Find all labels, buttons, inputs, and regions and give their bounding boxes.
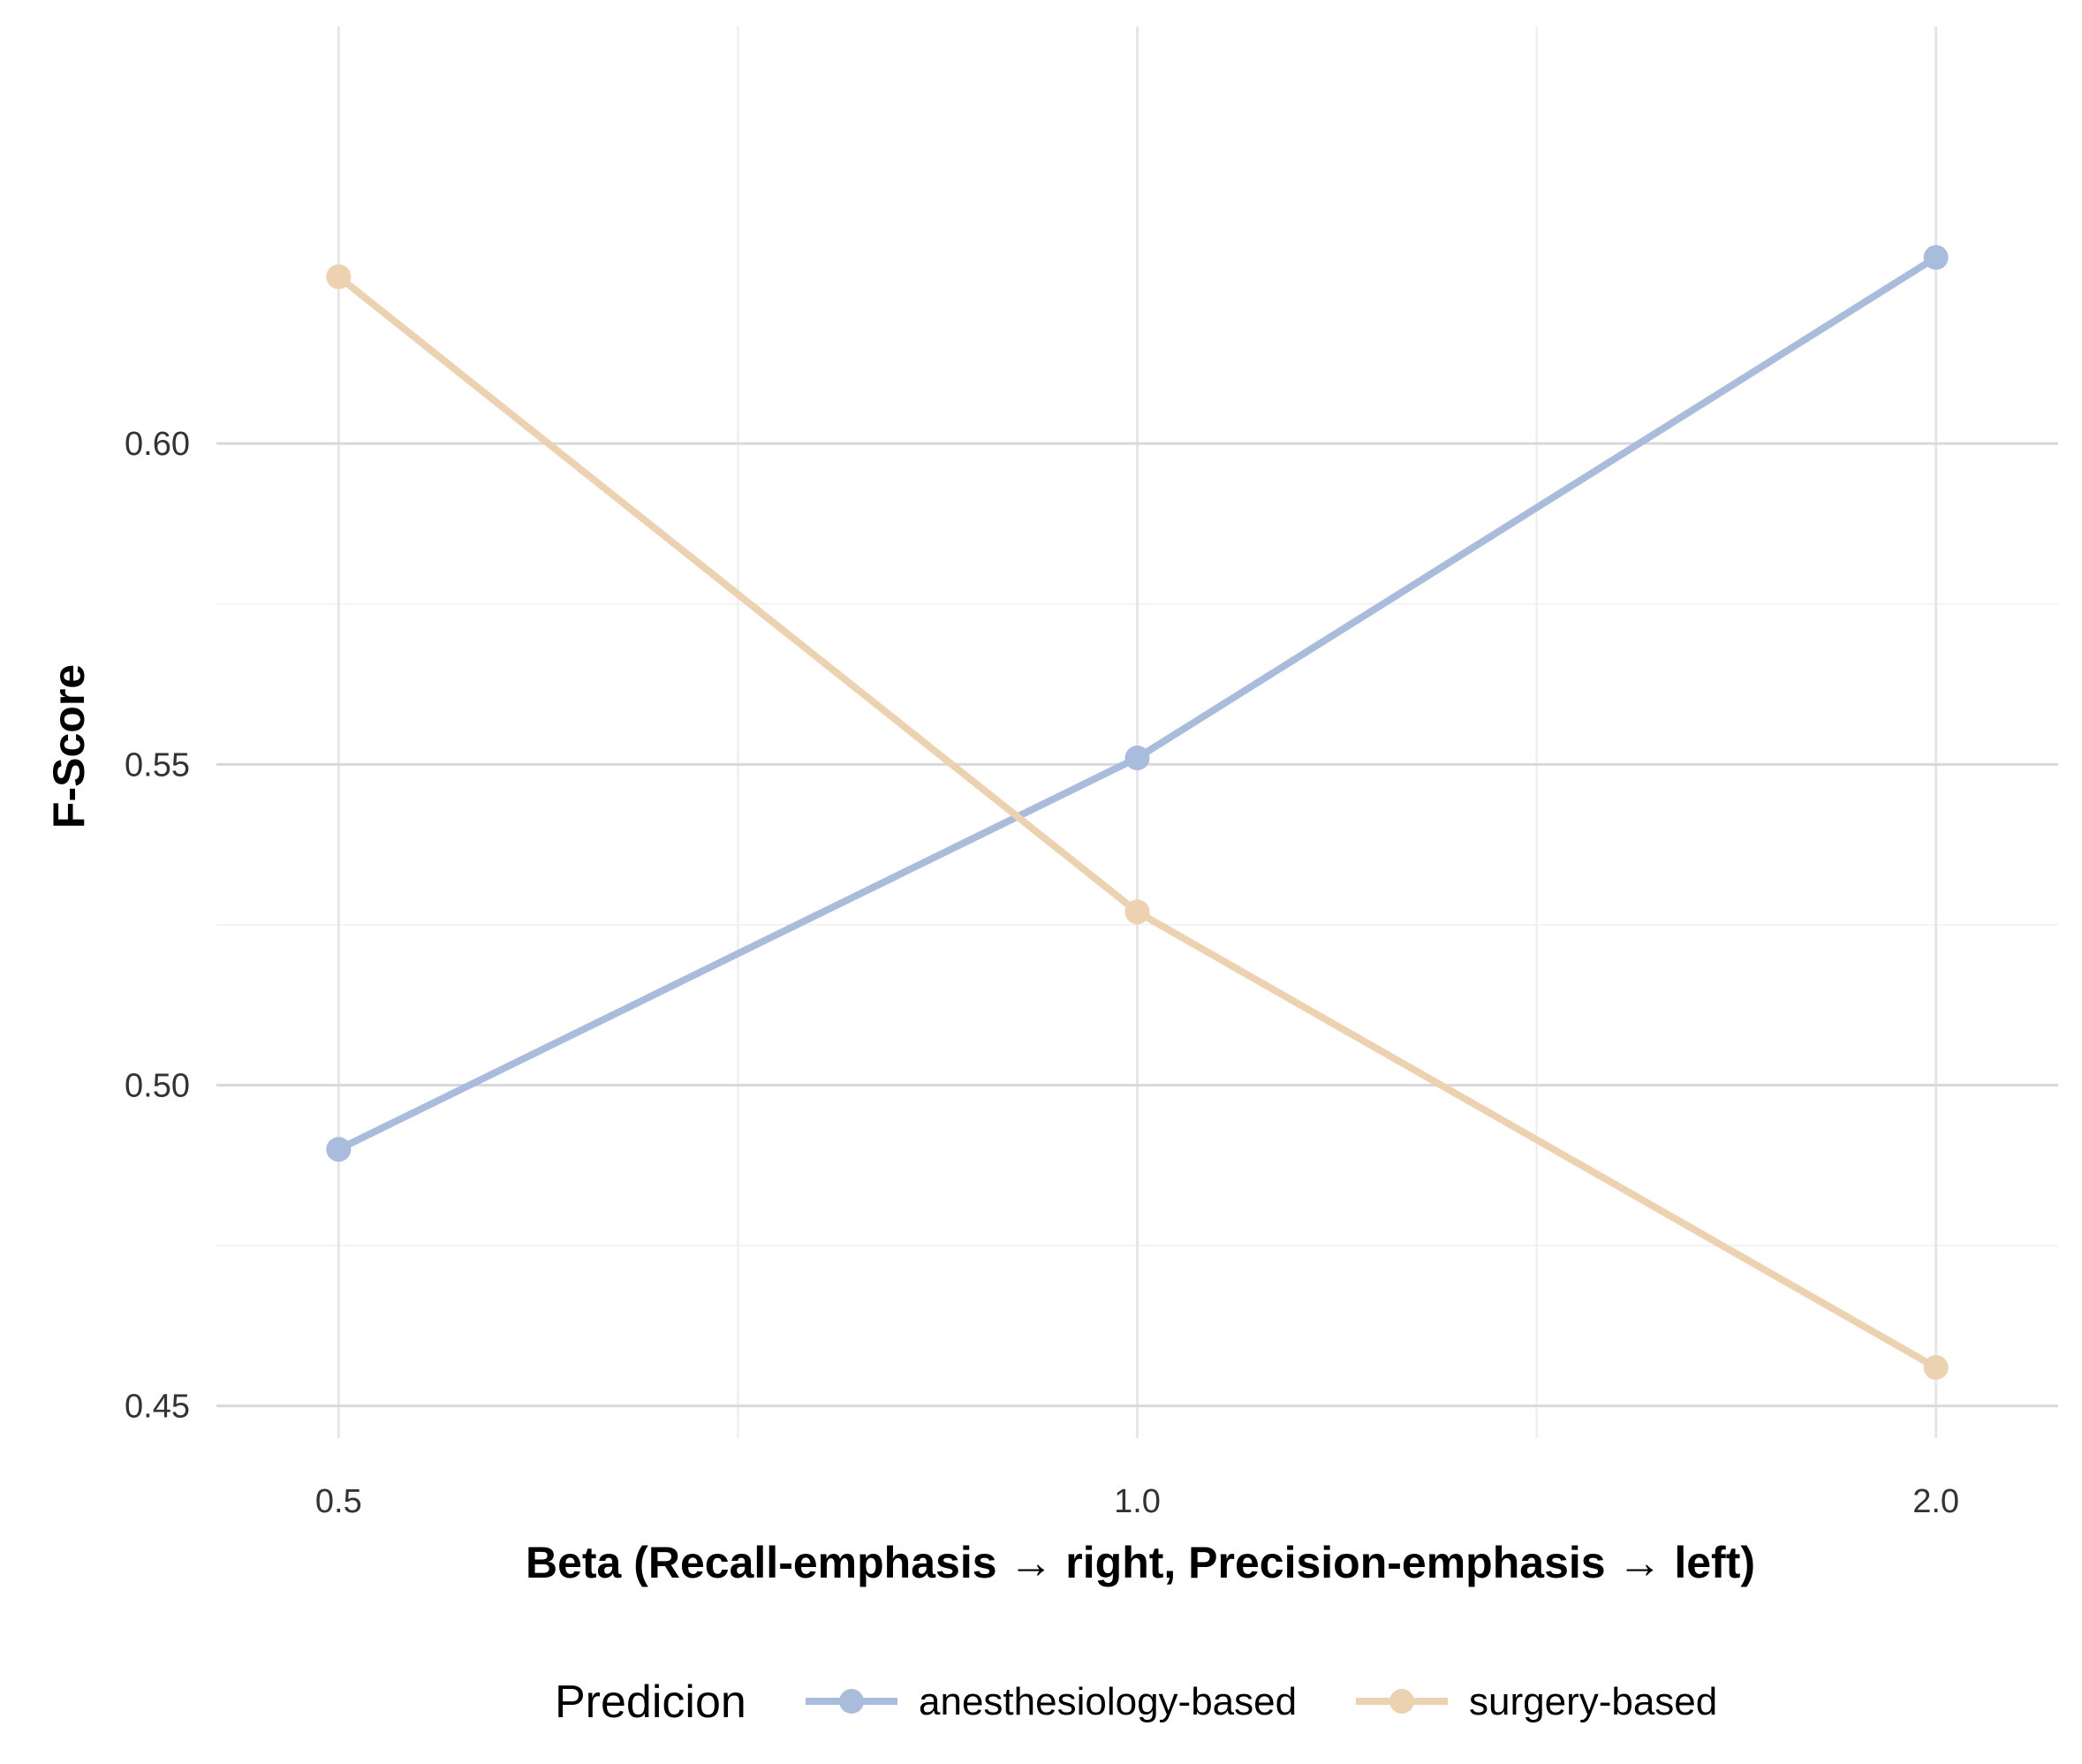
legend-key-point [839,1689,864,1714]
y-axis-ticks: 0.45 0.50 0.55 0.60 [125,426,190,1426]
x-tick-label: 2.0 [1912,1483,1959,1520]
series-layer [326,245,1949,1381]
data-point [326,1137,352,1162]
y-tick-label: 0.50 [125,1068,190,1105]
legend-title: Predicion [555,1677,746,1728]
x-axis-ticks: 0.5 1.0 2.0 [315,1483,1959,1520]
legend-item: surgery-based [1356,1680,1717,1723]
x-tick-label: 1.0 [1114,1483,1161,1520]
legend-key-point [1389,1689,1414,1714]
y-axis-title: F-Score [44,664,94,829]
y-tick-label: 0.60 [125,426,190,463]
legend: Predicion anesthesiology-based surgery-ba… [555,1677,1717,1728]
data-point [1923,1355,1949,1381]
legend-label: anesthesiology-based [919,1680,1297,1723]
x-axis-title: Beta (Recall-emphasis → right, Precision… [526,1538,1755,1587]
y-tick-label: 0.45 [125,1389,190,1426]
data-point [1124,746,1150,771]
data-point [1923,245,1949,270]
data-point [326,264,352,290]
legend-item: anesthesiology-based [806,1680,1297,1723]
y-tick-label: 0.55 [125,746,190,784]
x-tick-label: 0.5 [315,1483,362,1520]
grid-lines [216,26,2058,1438]
data-point [1124,899,1150,925]
legend-label: surgery-based [1469,1680,1717,1723]
